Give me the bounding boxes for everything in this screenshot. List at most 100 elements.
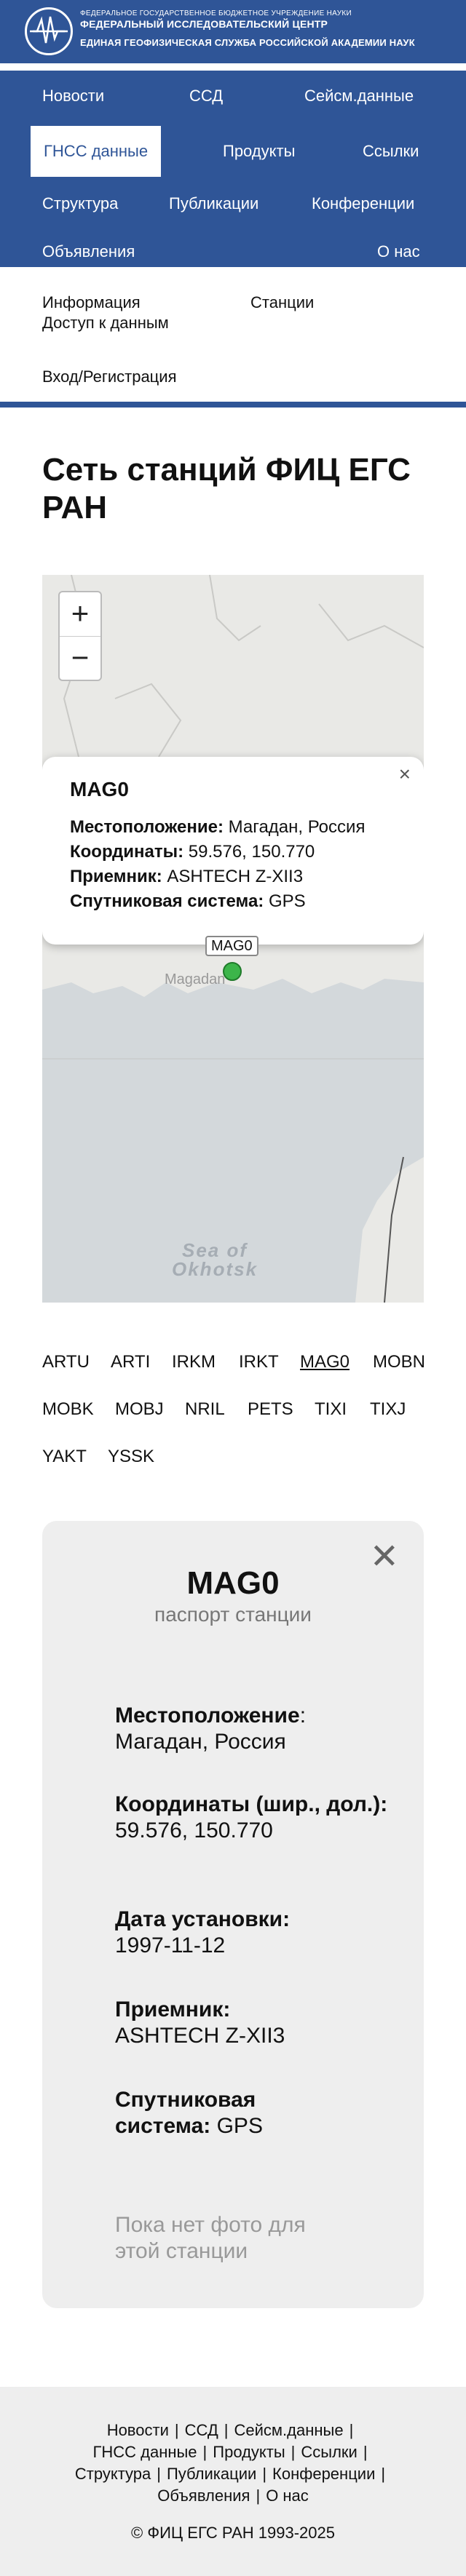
station-link-arti[interactable]: ARTI (111, 1352, 151, 1372)
zoom-out-button[interactable]: − (71, 640, 90, 675)
nav-gnss[interactable]: ГНСС данные (31, 126, 162, 177)
nav-ssd[interactable]: ССД (189, 87, 224, 105)
passport-title: MAG0 (186, 1565, 280, 1601)
station-link-pets[interactable]: PETS (248, 1399, 293, 1419)
popup-location-value: Магадан, Россия (223, 817, 366, 837)
main-nav: Новости ССД Сейсм.данные ГНСС данные Про… (0, 71, 466, 267)
station-link-tixj[interactable]: TIXJ (370, 1399, 406, 1419)
nav-publications[interactable]: Публикации (169, 194, 259, 212)
passport-receiver-value: ASHTECH Z-XII3 (115, 2024, 285, 2048)
nav-divider (0, 402, 466, 408)
footer-separator: | (157, 2465, 161, 2483)
footer-link[interactable]: Публикации (166, 2465, 257, 2483)
footer-separator: | (349, 2421, 354, 2439)
footer-link[interactable]: Продукты (213, 2443, 285, 2461)
station-link-artu[interactable]: ARTU (42, 1352, 90, 1372)
passport-satsys-value: GPS (210, 2114, 263, 2138)
nav-announcements[interactable]: Объявления (42, 242, 135, 261)
passport-install-label: Дата установки: (115, 1907, 291, 1931)
nav-conferences[interactable]: Конференции (312, 194, 415, 212)
nav-structure[interactable]: Структура (42, 194, 119, 212)
nav-seism[interactable]: Сейсм.данные (304, 87, 414, 105)
logo-icon[interactable] (25, 7, 73, 55)
station-map[interactable]: + − × MAG0 Местоположение: Магадан, Росс… (42, 575, 424, 1303)
copyright: © ФИЦ ЕГС РАН 1993-2025 (131, 2524, 335, 2542)
station-link-mobj[interactable]: MOBJ (115, 1399, 164, 1419)
station-link-nril[interactable]: NRIL (185, 1399, 225, 1419)
passport-receiver: Приемник: ASHTECH Z-XII3 (115, 1997, 392, 2049)
footer-separator: | (363, 2443, 368, 2461)
popup-receiver-label: Приемник: (70, 867, 162, 886)
passport-no-photo: Пока нет фото для этой станции (115, 2213, 306, 2263)
popup-satsys-value: GPS (264, 891, 306, 911)
station-link-irkt[interactable]: IRKT (239, 1352, 279, 1372)
passport-coords-label: Координаты (шир., дол.): (115, 1792, 388, 1816)
station-link-tixi[interactable]: TIXI (315, 1399, 347, 1419)
passport-coords-value: 59.576, 150.770 (115, 1818, 273, 1842)
popup-close-button[interactable]: × (398, 763, 411, 785)
sea-label: Sea of Okhotsk (172, 1241, 258, 1279)
sea-label-1: Sea of (182, 1239, 248, 1261)
passport-coords: Координаты (шир., дол.): 59.576, 150.770 (115, 1792, 392, 1844)
popup-location: Местоположение: Магадан, Россия (70, 815, 396, 840)
sea-label-2: Okhotsk (172, 1258, 258, 1280)
popup-coords: Координаты: 59.576, 150.770 (70, 840, 396, 864)
footer-link[interactable]: Конференции (272, 2465, 376, 2483)
footer-row-3: Структура | Публикации | Конференции | (0, 2463, 466, 2485)
station-link-irkm[interactable]: IRKM (172, 1352, 216, 1372)
footer-link[interactable]: Сейсм.данные (234, 2421, 344, 2439)
station-link-mag0[interactable]: MAG0 (300, 1352, 350, 1372)
nav-links[interactable]: Ссылки (363, 142, 419, 160)
footer-link[interactable]: ССД (184, 2421, 218, 2439)
footer-separator: | (256, 2486, 261, 2505)
footer-separator: | (174, 2421, 179, 2439)
footer-link[interactable]: Новости (106, 2421, 169, 2439)
footer-link[interactable]: Структура (74, 2465, 151, 2483)
nav-about[interactable]: О нас (377, 242, 420, 261)
zoom-control: + − (58, 591, 102, 681)
passport-install-value: 1997-11-12 (115, 1933, 226, 1957)
sub-nav: Информация Станции Доступ к данным Вход/… (0, 267, 466, 398)
station-link-yssk[interactable]: YSSK (108, 1447, 155, 1466)
passport-location-colon: : (299, 1704, 307, 1728)
subnav-data-access[interactable]: Доступ к данным (42, 314, 169, 332)
popup-receiver-value: ASHTECH Z-XII3 (162, 867, 304, 886)
popup-coords-value: 59.576, 150.770 (183, 842, 315, 862)
popup-location-label: Местоположение: (70, 817, 224, 837)
station-link-yakt[interactable]: YAKT (42, 1447, 87, 1466)
popup-receiver: Приемник: ASHTECH Z-XII3 (70, 864, 396, 889)
station-marker-icon[interactable] (223, 962, 242, 981)
passport-install-date: Дата установки: 1997-11-12 (115, 1907, 392, 1959)
org-line-2: ФЕДЕРАЛЬНЫЙ ИССЛЕДОВАТЕЛЬСКИЙ ЦЕНТР (80, 18, 328, 30)
subnav-stations[interactable]: Станции (250, 293, 315, 311)
nav-products[interactable]: Продукты (223, 142, 296, 160)
footer-link[interactable]: Ссылки (301, 2443, 358, 2461)
footer-separator: | (202, 2443, 208, 2461)
footer-link[interactable]: ГНСС данные (92, 2443, 197, 2461)
org-line-1: ФЕДЕРАЛЬНОЕ ГОСУДАРСТВЕННОЕ БЮДЖЕТНОЕ УЧ… (80, 9, 352, 17)
passport-satsys-label: Спутниковая система: (115, 2088, 256, 2138)
popup-satsys: Спутниковая система: GPS (70, 889, 396, 914)
footer-separator: | (224, 2421, 229, 2439)
subnav-login[interactable]: Вход/Регистрация (42, 367, 177, 386)
footer-link[interactable]: Объявления (157, 2486, 250, 2505)
station-link-mobk[interactable]: MOBK (42, 1399, 94, 1419)
site-footer: Новости | ССД | Сейсм.данные | ГНСС данные | Пр… (0, 2387, 466, 2576)
footer-row-1: Новости | ССД | Сейсм.данные | (0, 2420, 466, 2441)
popup-satsys-label: Спутниковая система: (70, 891, 264, 911)
zoom-divider (60, 636, 100, 637)
popup-coords-label: Координаты: (70, 842, 184, 862)
zoom-in-button[interactable]: + (71, 596, 90, 630)
station-passport-card: ✕ MAG0 паспорт станции Местоположение: М… (42, 1521, 424, 2308)
footer-separator: | (381, 2465, 386, 2483)
passport-receiver-label: Приемник: (115, 1997, 231, 2022)
footer-separator: | (291, 2443, 296, 2461)
station-link-mobn[interactable]: MOBN (373, 1352, 425, 1372)
marker-label: MAG0 (205, 936, 258, 956)
footer-link[interactable]: О нас (266, 2486, 309, 2505)
nav-news[interactable]: Новости (42, 87, 105, 105)
subnav-info[interactable]: Информация (42, 293, 141, 311)
footer-row-2: ГНСС данные | Продукты | Ссылки | (0, 2441, 466, 2463)
passport-close-button[interactable]: ✕ (369, 1538, 399, 1576)
site-header: ФЕДЕРАЛЬНОЕ ГОСУДАРСТВЕННОЕ БЮДЖЕТНОЕ УЧ… (0, 0, 466, 67)
